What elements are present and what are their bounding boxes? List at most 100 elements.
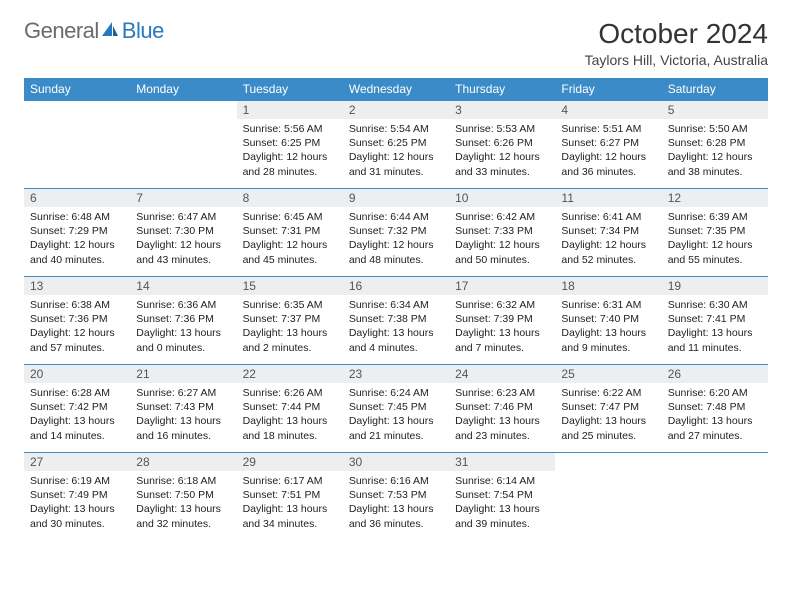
sunset-text: Sunset: 7:49 PM: [30, 488, 124, 502]
calendar-cell: 19Sunrise: 6:30 AMSunset: 7:41 PMDayligh…: [662, 277, 768, 365]
calendar-cell: 17Sunrise: 6:32 AMSunset: 7:39 PMDayligh…: [449, 277, 555, 365]
sunrise-text: Sunrise: 6:41 AM: [561, 210, 655, 224]
weekday-header: Monday: [130, 78, 236, 101]
daylight-text: Daylight: 13 hours and 30 minutes.: [30, 502, 124, 530]
day-number: 15: [237, 277, 343, 295]
weekday-header: Tuesday: [237, 78, 343, 101]
daylight-text: Daylight: 13 hours and 23 minutes.: [455, 414, 549, 442]
sunset-text: Sunset: 7:32 PM: [349, 224, 443, 238]
sunset-text: Sunset: 6:25 PM: [349, 136, 443, 150]
sunrise-text: Sunrise: 6:45 AM: [243, 210, 337, 224]
day-number: 3: [449, 101, 555, 119]
day-number: 5: [662, 101, 768, 119]
daylight-text: Daylight: 12 hours and 31 minutes.: [349, 150, 443, 178]
sunrise-text: Sunrise: 6:24 AM: [349, 386, 443, 400]
day-details: Sunrise: 6:20 AMSunset: 7:48 PMDaylight:…: [662, 383, 768, 446]
sunset-text: Sunset: 6:27 PM: [561, 136, 655, 150]
calendar-cell: ..: [662, 453, 768, 541]
calendar-cell: 24Sunrise: 6:23 AMSunset: 7:46 PMDayligh…: [449, 365, 555, 453]
daylight-text: Daylight: 12 hours and 45 minutes.: [243, 238, 337, 266]
day-number: 12: [662, 189, 768, 207]
daylight-text: Daylight: 12 hours and 57 minutes.: [30, 326, 124, 354]
sunrise-text: Sunrise: 6:39 AM: [668, 210, 762, 224]
sunrise-text: Sunrise: 6:16 AM: [349, 474, 443, 488]
calendar-cell: 12 Sunrise: 6:39 AMSunset: 7:35 PMDayligh…: [662, 189, 768, 277]
calendar-cell: 23Sunrise: 6:24 AMSunset: 7:45 PMDayligh…: [343, 365, 449, 453]
sunset-text: Sunset: 7:41 PM: [668, 312, 762, 326]
day-details: Sunrise: 6:18 AMSunset: 7:50 PMDaylight:…: [130, 471, 236, 534]
daylight-text: Daylight: 13 hours and 9 minutes.: [561, 326, 655, 354]
day-number: 17: [449, 277, 555, 295]
sunset-text: Sunset: 7:36 PM: [136, 312, 230, 326]
day-details: Sunrise: 6:32 AMSunset: 7:39 PMDaylight:…: [449, 295, 555, 358]
sunrise-text: Sunrise: 6:38 AM: [30, 298, 124, 312]
day-details: Sunrise: 6:17 AMSunset: 7:51 PMDaylight:…: [237, 471, 343, 534]
day-details: Sunrise: 6:31 AMSunset: 7:40 PMDaylight:…: [555, 295, 661, 358]
daylight-text: Daylight: 13 hours and 36 minutes.: [349, 502, 443, 530]
sunset-text: Sunset: 7:53 PM: [349, 488, 443, 502]
day-number: 1: [237, 101, 343, 119]
sunrise-text: Sunrise: 6:32 AM: [455, 298, 549, 312]
calendar-cell: 13Sunrise: 6:38 AMSunset: 7:36 PMDayligh…: [24, 277, 130, 365]
calendar-cell: 8Sunrise: 6:45 AMSunset: 7:31 PMDaylight…: [237, 189, 343, 277]
sunset-text: Sunset: 7:40 PM: [561, 312, 655, 326]
calendar-cell: 1Sunrise: 5:56 AMSunset: 6:25 PMDaylight…: [237, 101, 343, 189]
title-block: October 2024 Taylors Hill, Victoria, Aus…: [585, 18, 768, 74]
calendar-week-row: 27Sunrise: 6:19 AMSunset: 7:49 PMDayligh…: [24, 453, 768, 541]
calendar-cell: 21Sunrise: 6:27 AMSunset: 7:43 PMDayligh…: [130, 365, 236, 453]
sunrise-text: Sunrise: 5:53 AM: [455, 122, 549, 136]
sunset-text: Sunset: 7:46 PM: [455, 400, 549, 414]
day-number: 18: [555, 277, 661, 295]
day-number: 31: [449, 453, 555, 471]
calendar-cell: 29Sunrise: 6:17 AMSunset: 7:51 PMDayligh…: [237, 453, 343, 541]
daylight-text: Daylight: 13 hours and 7 minutes.: [455, 326, 549, 354]
location-text: Taylors Hill, Victoria, Australia: [585, 52, 768, 68]
calendar-table: SundayMondayTuesdayWednesdayThursdayFrid…: [24, 78, 768, 541]
day-number: 30: [343, 453, 449, 471]
sunset-text: Sunset: 7:43 PM: [136, 400, 230, 414]
day-number: 14: [130, 277, 236, 295]
calendar-cell: 28Sunrise: 6:18 AMSunset: 7:50 PMDayligh…: [130, 453, 236, 541]
daylight-text: Daylight: 12 hours and 55 minutes.: [668, 238, 762, 266]
sunset-text: Sunset: 7:35 PM: [668, 224, 762, 238]
daylight-text: Daylight: 13 hours and 0 minutes.: [136, 326, 230, 354]
day-details: Sunrise: 6:14 AMSunset: 7:54 PMDaylight:…: [449, 471, 555, 534]
day-details: Sunrise: 6:44 AMSunset: 7:32 PMDaylight:…: [343, 207, 449, 270]
day-number: 29: [237, 453, 343, 471]
weekday-header: Saturday: [662, 78, 768, 101]
weekday-header: Thursday: [449, 78, 555, 101]
sunset-text: Sunset: 6:28 PM: [668, 136, 762, 150]
weekday-header: Wednesday: [343, 78, 449, 101]
sunset-text: Sunset: 7:50 PM: [136, 488, 230, 502]
daylight-text: Daylight: 13 hours and 4 minutes.: [349, 326, 443, 354]
day-details: Sunrise: 6:28 AMSunset: 7:42 PMDaylight:…: [24, 383, 130, 446]
sunrise-text: Sunrise: 6:35 AM: [243, 298, 337, 312]
sunset-text: Sunset: 7:34 PM: [561, 224, 655, 238]
calendar-cell: 7Sunrise: 6:47 AMSunset: 7:30 PMDaylight…: [130, 189, 236, 277]
sunrise-text: Sunrise: 6:26 AM: [243, 386, 337, 400]
calendar-cell: 4Sunrise: 5:51 AMSunset: 6:27 PMDaylight…: [555, 101, 661, 189]
calendar-week-row: 6Sunrise: 6:48 AMSunset: 7:29 PMDaylight…: [24, 189, 768, 277]
sunrise-text: Sunrise: 6:20 AM: [668, 386, 762, 400]
day-details: Sunrise: 6:38 AMSunset: 7:36 PMDaylight:…: [24, 295, 130, 358]
calendar-cell: 11Sunrise: 6:41 AMSunset: 7:34 PMDayligh…: [555, 189, 661, 277]
day-number: 22: [237, 365, 343, 383]
calendar-cell: 3Sunrise: 5:53 AMSunset: 6:26 PMDaylight…: [449, 101, 555, 189]
weekday-header: Sunday: [24, 78, 130, 101]
sunset-text: Sunset: 7:54 PM: [455, 488, 549, 502]
calendar-cell: 26Sunrise: 6:20 AMSunset: 7:48 PMDayligh…: [662, 365, 768, 453]
sunrise-text: Sunrise: 6:48 AM: [30, 210, 124, 224]
sunset-text: Sunset: 7:42 PM: [30, 400, 124, 414]
calendar-cell: 15Sunrise: 6:35 AMSunset: 7:37 PMDayligh…: [237, 277, 343, 365]
day-details: Sunrise: 6:16 AMSunset: 7:53 PMDaylight:…: [343, 471, 449, 534]
daylight-text: Daylight: 12 hours and 33 minutes.: [455, 150, 549, 178]
daylight-text: Daylight: 13 hours and 2 minutes.: [243, 326, 337, 354]
daylight-text: Daylight: 12 hours and 52 minutes.: [561, 238, 655, 266]
calendar-week-row: 20Sunrise: 6:28 AMSunset: 7:42 PMDayligh…: [24, 365, 768, 453]
calendar-cell: 2Sunrise: 5:54 AMSunset: 6:25 PMDaylight…: [343, 101, 449, 189]
day-number: 27: [24, 453, 130, 471]
day-number: 28: [130, 453, 236, 471]
calendar-cell: ..: [555, 453, 661, 541]
day-number: 23: [343, 365, 449, 383]
calendar-cell: 22Sunrise: 6:26 AMSunset: 7:44 PMDayligh…: [237, 365, 343, 453]
